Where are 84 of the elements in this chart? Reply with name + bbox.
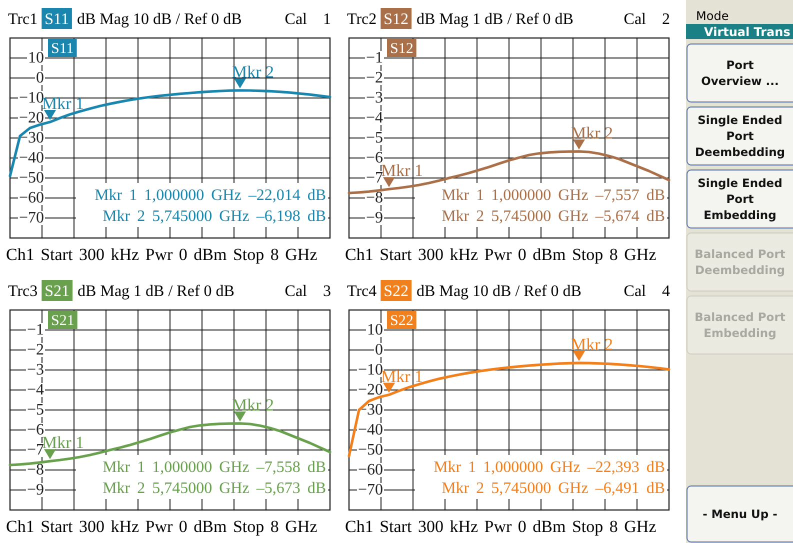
y-tick-label: −20 (18, 110, 44, 126)
annotation: Mkr 2 5,745000 GHz –5,674 dB (442, 208, 665, 225)
y-tick-label: −2 (26, 342, 44, 358)
chart-title: Trc4 (347, 283, 377, 300)
y-tick-label: −9 (366, 210, 383, 226)
y-tick-label: −40 (358, 422, 383, 438)
y-tick-label: −4 (26, 382, 44, 398)
text: Balanced Port Deembedding (694, 247, 786, 277)
chart-subtitle: dB Mag 10 dB / Ref 0 dB (416, 283, 582, 300)
y-tick-label: −4 (366, 110, 383, 126)
text: S11 (44, 11, 69, 28)
text: 2 (662, 11, 670, 28)
y-tick-label: −6 (366, 150, 383, 166)
text: S11 (51, 41, 74, 57)
text: Cal (284, 11, 308, 28)
text: Cal (284, 283, 308, 300)
x-axis-title: Ch1 Start 300 kHz Pwr 0 dBm Stop 8 GHz (345, 517, 657, 536)
y-tick-label: −1 (366, 50, 383, 66)
y-tick-label: −7 (26, 442, 44, 458)
y-tick-label: −5 (26, 402, 44, 418)
y-tick-label: −8 (366, 190, 383, 206)
text: Single Ended Port Deembedding (695, 113, 785, 159)
y-tick-label: −50 (18, 170, 44, 186)
annotation: Mkr 2 5,745000 GHz –6,198 dB (102, 208, 326, 225)
text: S22 (390, 313, 414, 329)
annotation: Mkr 1 (381, 366, 424, 386)
line-series (348, 362, 670, 458)
annotation: Mkr 1 (381, 161, 424, 180)
y-tick-label: 0 (36, 70, 44, 86)
y-tick-label: −1 (26, 322, 44, 338)
y-tick-label: 0 (375, 342, 383, 358)
y-tick-label: 10 (367, 322, 383, 338)
y-tick-label: −30 (18, 130, 44, 146)
annotation: Mkr 1 (42, 94, 84, 114)
y-tick-label: −20 (358, 382, 383, 398)
y-tick-label: −3 (366, 90, 383, 106)
chart-subtitle: dB Mag 1 dB / Ref 0 dB (78, 283, 234, 300)
text: 4 (662, 283, 670, 300)
y-tick-label: −70 (18, 210, 44, 226)
annotation: Mkr 1 (42, 433, 84, 452)
y-tick-label: −5 (366, 130, 383, 146)
annotation: Mkr 1 1,000000 GHz –22,014 dB (94, 187, 326, 204)
y-tick-label: −7 (366, 170, 383, 186)
y-tick-label: −70 (358, 482, 383, 498)
text: S22 (384, 283, 409, 300)
text: - Menu Up - (702, 507, 778, 521)
y-tick-label: −10 (18, 90, 44, 106)
annotation: Mkr 1 1,000000 GHz –22,393 dB (434, 459, 665, 476)
x-axis-title: Ch1 Start 300 kHz Pwr 0 dBm Stop 8 GHz (6, 517, 318, 536)
y-tick-label: −3 (26, 362, 44, 378)
chart-subtitle: dB Mag 10 dB / Ref 0 dB (76, 11, 242, 28)
text: Mode (696, 9, 729, 23)
annotation: Mkr 2 5,745000 GHz –5,673 dB (102, 480, 326, 497)
y-tick-label: −40 (18, 150, 44, 166)
text: Single Ended Port Embedding (698, 176, 782, 222)
x-axis-title: Ch1 Start 300 kHz Pwr 0 dBm Stop 8 GHz (6, 245, 318, 264)
chart-subtitle: dB Mag 1 dB / Ref 0 dB (416, 11, 574, 28)
text: Cal (624, 11, 647, 28)
y-tick-label: 10 (28, 50, 44, 66)
chart-title: Trc3 (8, 283, 38, 300)
annotation: Mkr 2 5,745000 GHz –6,491 dB (442, 480, 665, 497)
text: S21 (44, 283, 70, 300)
y-tick-label: −2 (366, 70, 383, 86)
y-tick-label: −60 (18, 190, 44, 206)
text: 1 (323, 11, 331, 28)
y-tick-label: −9 (26, 482, 44, 498)
y-tick-label: −50 (358, 442, 383, 458)
x-axis-title: Ch1 Start 300 kHz Pwr 0 dBm Stop 8 GHz (345, 245, 657, 264)
annotation: Mkr 1 1,000000 GHz –7,558 dB (102, 459, 326, 476)
text: Virtual Trans (704, 25, 790, 39)
text: Cal (624, 283, 647, 300)
text: S12 (390, 41, 414, 57)
chart-title: Trc2 (347, 11, 377, 28)
chart-title: Trc1 (8, 11, 38, 28)
y-tick-label: −6 (26, 422, 44, 438)
text: Balanced Port Embedding (694, 310, 786, 340)
text: S21 (51, 313, 74, 329)
annotation: Mkr 1 1,000000 GHz –7,557 dB (442, 187, 665, 204)
y-tick-label: −10 (358, 362, 383, 378)
text: Port Overview ... (701, 58, 779, 88)
text: 3 (323, 283, 331, 300)
y-tick-label: −60 (358, 462, 383, 478)
text: S12 (384, 11, 409, 28)
y-tick-label: −8 (26, 462, 44, 478)
